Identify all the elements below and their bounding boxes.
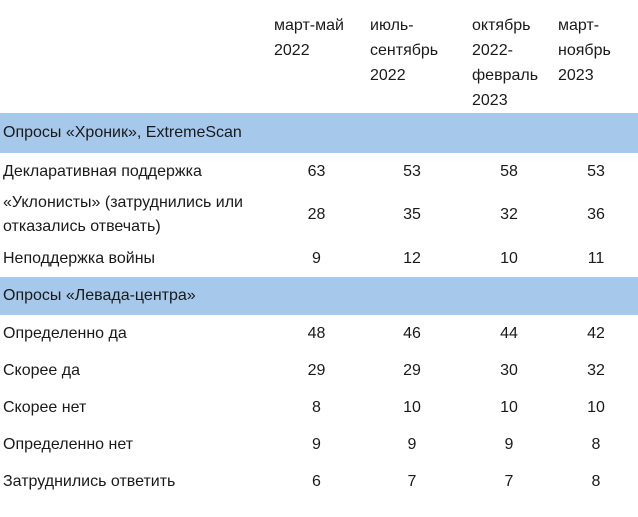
- column-header-oct-2022-feb-2023: октябрь 2022- февраль 2023: [472, 17, 539, 109]
- row-label: Определенно нет: [3, 435, 134, 453]
- value-cell: 53: [403, 162, 421, 180]
- row-label-header: [0, 0, 270, 113]
- value-cell: 11: [587, 249, 605, 267]
- value-cell: 35: [403, 206, 421, 223]
- table-row: Определенно да 48 46 44 42: [0, 315, 638, 352]
- value-cell: 32: [500, 206, 518, 223]
- value-cell: 8: [591, 472, 601, 490]
- value-cell: 63: [307, 162, 326, 180]
- value-cell: 9: [312, 249, 321, 267]
- value-cell: 10: [500, 398, 518, 416]
- value-cell: 8: [312, 398, 321, 416]
- table-row: Скорее да 29 29 30 32: [0, 352, 638, 389]
- value-cell: 12: [403, 249, 421, 267]
- row-label: Скорее да: [3, 361, 81, 379]
- section-title: Опросы «Левада-центра»: [0, 277, 638, 315]
- value-cell: 6: [312, 472, 321, 490]
- table-row: Затруднились ответить 6 7 7 8: [0, 463, 638, 500]
- column-header-mar-nov-2023: март-ноябрь 2023: [558, 17, 611, 84]
- value-cell: 36: [587, 206, 605, 223]
- survey-results-table: март-май 2022 июль-сентябрь 2022 октябрь 20…: [0, 0, 638, 500]
- section-header-chronicles: Опросы «Хроник», ExtremeScan: [0, 113, 638, 153]
- value-cell: 8: [591, 435, 601, 453]
- table-row: Неподдержка войны 9 12 10 11: [0, 240, 638, 277]
- value-cell: 48: [307, 324, 326, 342]
- value-cell: 53: [587, 162, 605, 180]
- row-label: Декларативная поддержка: [3, 162, 202, 180]
- value-cell: 42: [587, 324, 605, 342]
- column-header-jul-sep-2022: июль-сентябрь 2022: [370, 17, 439, 84]
- value-cell: 9: [504, 435, 514, 453]
- value-cell: 9: [407, 435, 417, 453]
- value-cell: 28: [307, 206, 326, 223]
- column-header-row: март-май 2022 июль-сентябрь 2022 октябрь 20…: [0, 0, 638, 113]
- table-row: «Уклонисты» (затруднились или отказались …: [0, 190, 638, 240]
- value-cell: 10: [587, 398, 605, 416]
- value-cell: 10: [500, 249, 518, 267]
- table-row: Определенно нет 9 9 9 8: [0, 426, 638, 463]
- value-cell: 7: [504, 472, 514, 490]
- value-cell: 10: [403, 398, 421, 416]
- row-label: Затруднились ответить: [3, 472, 176, 490]
- value-cell: 29: [307, 361, 326, 379]
- section-title: Опросы «Хроник», ExtremeScan: [0, 113, 638, 153]
- row-label: Определенно да: [3, 324, 127, 342]
- value-cell: 9: [312, 435, 321, 453]
- value-cell: 58: [500, 162, 518, 180]
- value-cell: 46: [403, 324, 421, 342]
- row-label: Неподдержка войны: [3, 249, 156, 267]
- section-header-levada: Опросы «Левада-центра»: [0, 277, 638, 315]
- row-label: «Уклонисты» (затруднились или отказались …: [3, 194, 243, 235]
- value-cell: 29: [403, 361, 421, 379]
- value-cell: 7: [407, 472, 417, 490]
- table-row: Скорее нет 8 10 10 10: [0, 389, 638, 426]
- column-header-mar-may-2022: март-май 2022: [274, 17, 344, 59]
- value-cell: 32: [587, 361, 605, 379]
- value-cell: 44: [500, 324, 518, 342]
- table-row: Декларативная поддержка 63 53 58 53: [0, 153, 638, 190]
- value-cell: 30: [500, 361, 518, 379]
- row-label: Скорее нет: [3, 398, 87, 416]
